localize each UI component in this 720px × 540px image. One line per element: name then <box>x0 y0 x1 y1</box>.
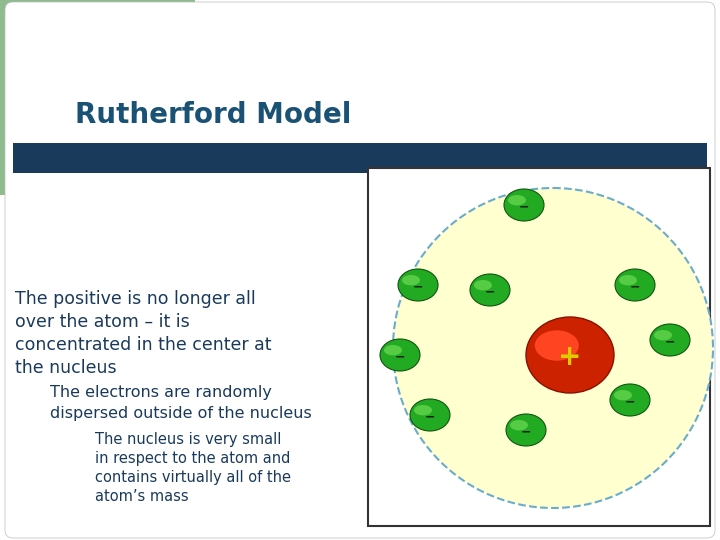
Ellipse shape <box>474 280 492 291</box>
Text: −: − <box>630 280 640 294</box>
Text: −: − <box>518 200 529 213</box>
Text: −: − <box>521 426 531 438</box>
Ellipse shape <box>614 390 632 400</box>
Text: concentrated in the center at: concentrated in the center at <box>15 336 271 354</box>
Text: −: − <box>485 286 495 299</box>
Text: Rutherford Model: Rutherford Model <box>75 101 351 129</box>
Text: −: − <box>665 335 675 348</box>
Ellipse shape <box>398 269 438 301</box>
Ellipse shape <box>526 317 614 393</box>
Ellipse shape <box>504 189 544 221</box>
Text: the nucleus: the nucleus <box>15 359 117 377</box>
Bar <box>13 143 707 173</box>
Bar <box>0 0 195 195</box>
Text: +: + <box>558 343 582 371</box>
Text: The electrons are randomly: The electrons are randomly <box>50 385 272 400</box>
Text: contains virtually all of the: contains virtually all of the <box>95 470 291 485</box>
Text: dispersed outside of the nucleus: dispersed outside of the nucleus <box>50 406 312 421</box>
Text: atom’s mass: atom’s mass <box>95 489 189 504</box>
FancyBboxPatch shape <box>5 2 715 538</box>
Ellipse shape <box>414 405 432 415</box>
Ellipse shape <box>470 274 510 306</box>
Text: −: − <box>625 395 635 408</box>
Text: −: − <box>395 350 405 363</box>
Ellipse shape <box>615 269 655 301</box>
Ellipse shape <box>506 414 546 446</box>
Ellipse shape <box>610 384 650 416</box>
Text: in respect to the atom and: in respect to the atom and <box>95 451 290 466</box>
Ellipse shape <box>510 420 528 430</box>
Ellipse shape <box>535 330 579 361</box>
Ellipse shape <box>508 195 526 205</box>
Text: over the atom – it is: over the atom – it is <box>15 313 190 331</box>
Text: The nucleus is very small: The nucleus is very small <box>95 432 282 447</box>
Ellipse shape <box>410 399 450 431</box>
Ellipse shape <box>384 345 402 355</box>
Circle shape <box>393 188 713 508</box>
Ellipse shape <box>650 324 690 356</box>
Text: The positive is no longer all: The positive is no longer all <box>15 290 256 308</box>
Ellipse shape <box>654 330 672 340</box>
Ellipse shape <box>619 275 637 286</box>
Ellipse shape <box>402 275 420 286</box>
Bar <box>368 168 710 526</box>
Text: −: − <box>425 410 436 423</box>
Text: −: − <box>413 280 423 294</box>
Ellipse shape <box>380 339 420 371</box>
Bar <box>0 0 185 155</box>
